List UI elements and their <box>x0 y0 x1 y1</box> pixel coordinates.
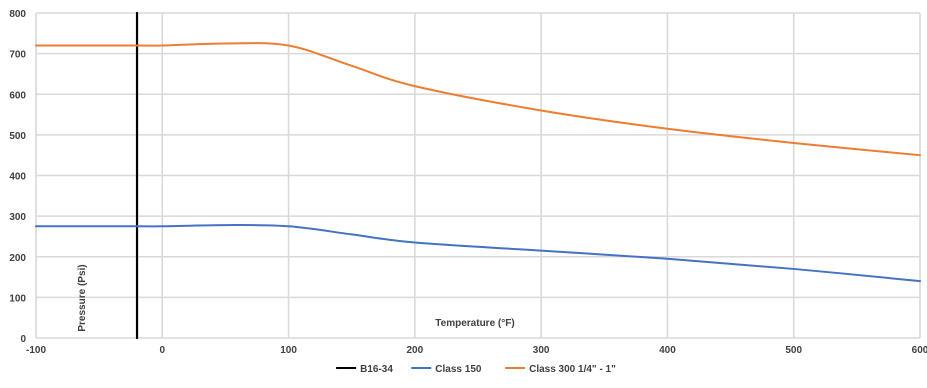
x-tick-label: -100 <box>26 345 46 356</box>
legend-label: Class 150 <box>435 364 482 375</box>
y-tick-label: 200 <box>9 253 26 264</box>
x-tick-label: 300 <box>533 345 550 356</box>
legend: B16-34 Class 150 Class 300 1/4" - 1" <box>336 364 616 375</box>
x-axis-title: Temperature (°F) <box>435 318 514 329</box>
y-axis-title: Pressure (Psi) <box>77 264 88 331</box>
tick-label-layer: -100 0 100 200 300 400 500 60001002003004005006… <box>9 9 927 356</box>
legend-label: B16-34 <box>360 364 393 375</box>
x-tick-label: 100 <box>280 345 297 356</box>
legend-item-3: Class 300 1/4" - 1" <box>505 364 616 375</box>
legend-item-1: B16-34 <box>336 364 393 375</box>
x-tick-label: 500 <box>785 345 802 356</box>
y-tick-label: 800 <box>9 9 26 20</box>
y-tick-label: 600 <box>9 90 26 101</box>
series-layer <box>35 11 921 340</box>
x-tick-label: 400 <box>659 345 676 356</box>
grid-layer <box>35 12 921 339</box>
legend-item-2: Class 150 <box>411 364 482 375</box>
y-tick-label: 300 <box>9 212 26 223</box>
legend-label: Class 300 1/4" - 1" <box>529 364 616 375</box>
y-tick-label: 100 <box>9 293 26 304</box>
x-tick-label: 0 <box>160 345 166 356</box>
y-tick-label: 400 <box>9 172 26 183</box>
y-tick-label: 0 <box>20 334 26 345</box>
y-tick-label: 500 <box>9 131 26 142</box>
series-line-2 <box>35 224 921 283</box>
x-tick-label: 200 <box>407 345 424 356</box>
y-tick-label: 700 <box>9 50 26 61</box>
x-tick-label: 600 <box>912 345 927 356</box>
series-line-3 <box>35 42 921 157</box>
